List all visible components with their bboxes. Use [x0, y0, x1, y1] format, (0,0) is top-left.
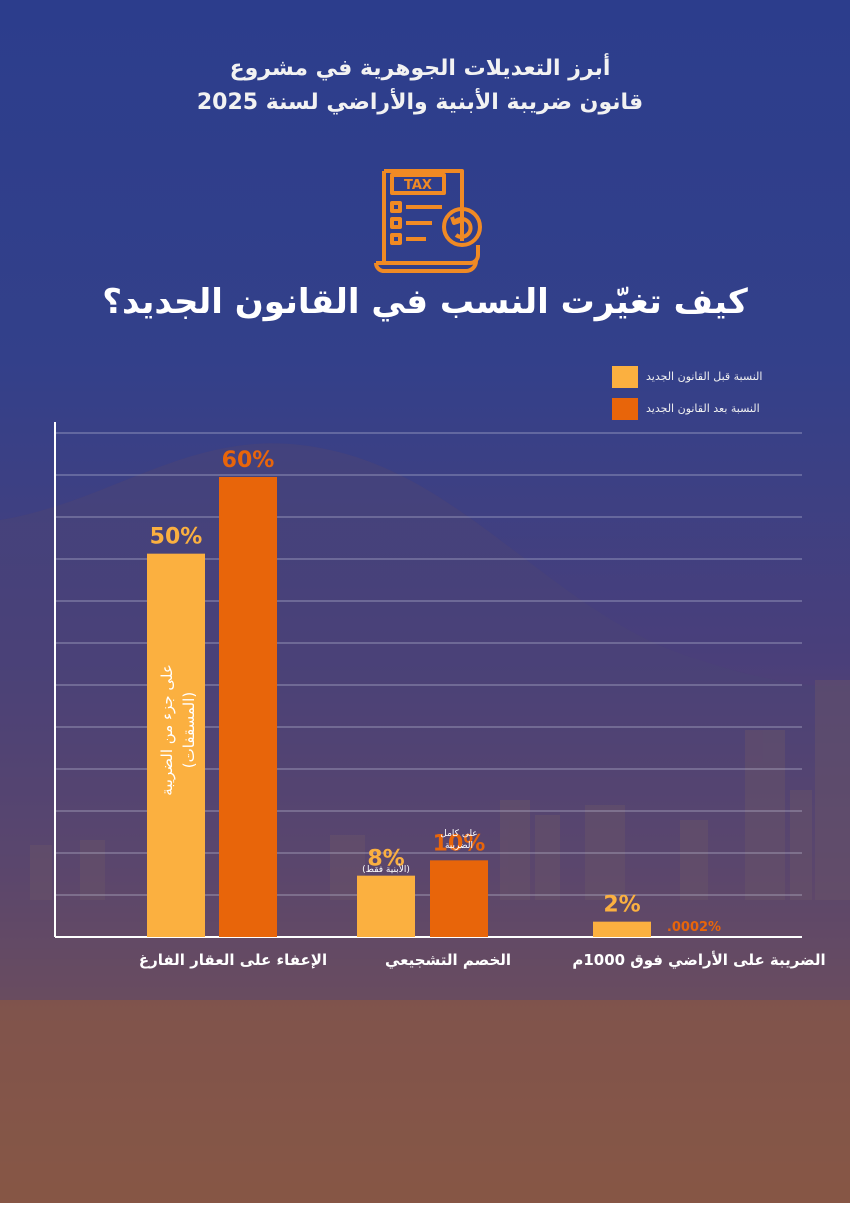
- data-label: 50%: [150, 525, 203, 550]
- category-label: الخصم التشجيعي: [385, 951, 511, 969]
- data-label: 2%: [603, 893, 640, 918]
- category-label: الإعفاء على العقار الفارغ: [139, 951, 327, 969]
- bar-before: [357, 876, 415, 937]
- annotation-discount-before: (الأبنية فقط): [362, 863, 410, 875]
- bar-after: [430, 860, 488, 937]
- annotation-discount-after-1: على كامل: [440, 829, 477, 839]
- data-label: 60%: [222, 448, 275, 473]
- bar-after: [219, 477, 277, 937]
- bar-before: [593, 922, 651, 937]
- annotation-discount-after-2: الضريبة: [445, 841, 473, 851]
- category-label: الضريبة على الأراضي فوق 1000م: [572, 951, 825, 969]
- data-label: .0002%: [667, 920, 721, 935]
